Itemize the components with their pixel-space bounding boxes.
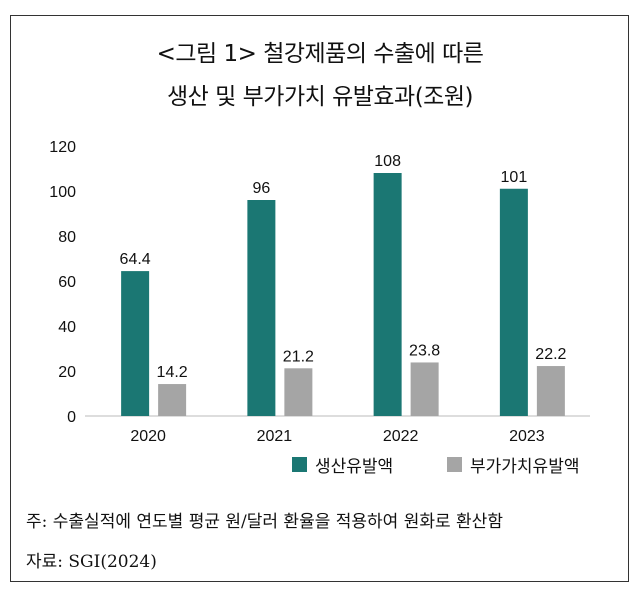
- y-tick-label: 100: [49, 184, 76, 201]
- footnote: 주: 수출실적에 연도별 평균 원/달러 환율을 적용하여 원화로 환산함: [26, 512, 503, 532]
- legend-swatch-value-added: [447, 457, 462, 472]
- data-label: 108: [374, 153, 401, 170]
- y-tick-label: 80: [58, 229, 76, 246]
- data-label: 101: [501, 169, 528, 186]
- legend-label-production: 생산유발액: [315, 457, 394, 477]
- data-label: 21.2: [283, 348, 314, 365]
- bar-value-added: [284, 368, 313, 416]
- x-tick-label: 2021: [257, 428, 293, 445]
- bar-production: [499, 188, 528, 416]
- bar-production: [247, 200, 276, 416]
- legend-item-production: 생산유발액: [292, 452, 393, 477]
- bar-production: [121, 271, 150, 416]
- bar-value-added: [536, 366, 565, 416]
- legend-label-value-added: 부가가치유발액: [470, 457, 580, 477]
- bar-value-added: [158, 384, 187, 416]
- data-label: 64.4: [120, 251, 151, 268]
- y-tick-label: 60: [58, 274, 76, 291]
- legend-item-value-added: 부가가치유발액: [447, 452, 579, 477]
- y-tick-label: 40: [58, 319, 76, 336]
- legend-swatch-production: [292, 457, 307, 472]
- chart-frame: [10, 15, 629, 582]
- bar-value-added: [410, 362, 439, 416]
- y-tick-label: 120: [49, 139, 76, 156]
- x-tick-label: 2020: [130, 428, 166, 445]
- chart-title-line2: 생산 및 부가가치 유발효과(조원): [167, 84, 473, 110]
- bar-chart: 0 20 40 60 80 100 120 2020 64.4 14.2 2021 96 21.2 202…: [49, 139, 590, 445]
- data-label: 23.8: [409, 342, 440, 359]
- y-tick-label: 20: [58, 364, 76, 381]
- x-tick-label: 2023: [509, 428, 545, 445]
- bar-production: [373, 173, 402, 416]
- y-tick-label: 0: [67, 409, 76, 426]
- x-tick-label: 2022: [383, 428, 419, 445]
- data-label: 22.2: [535, 346, 566, 363]
- source-note: 자료: SGI(2024): [26, 552, 157, 572]
- data-label: 96: [252, 180, 270, 197]
- chart-title-line1: <그림 1> 철강제품의 수출에 따른: [156, 41, 484, 67]
- data-label: 14.2: [157, 364, 188, 381]
